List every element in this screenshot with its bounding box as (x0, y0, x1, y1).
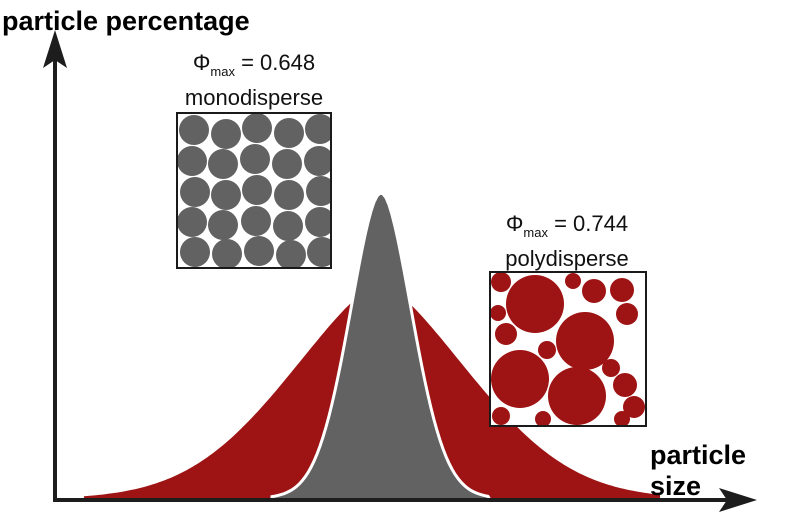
phi-symbol: Φ (192, 50, 211, 75)
poly-particle-circle (602, 359, 620, 377)
poly-particle-circle (492, 407, 510, 425)
mono-particle-circle (304, 146, 330, 176)
poly-particle-circle (614, 411, 630, 425)
mono-particle-circle (272, 149, 302, 179)
polydisperse-annotation: Φmax = 0.744 polydisperse (457, 211, 677, 272)
poly-particle-circle (616, 303, 638, 325)
distribution-curves (84, 191, 660, 502)
poly-particle-circle (491, 350, 549, 408)
mono-particle-circle (211, 119, 241, 149)
mono-particle-circle (273, 211, 303, 241)
poly-particle-circle (538, 341, 556, 359)
phi-value: = 0.648 (234, 50, 316, 75)
mono-particle-circle (212, 239, 242, 267)
monodisperse-label: monodisperse (184, 85, 324, 110)
mono-particle-circle (241, 206, 271, 236)
polydisperse-packing-inset (489, 271, 647, 427)
poly-particle-circle (582, 279, 606, 303)
mono-particle-circle (242, 114, 272, 143)
y-axis-arrowhead (43, 30, 67, 68)
mono-particle-circle (307, 237, 330, 267)
phi-symbol: Φ (505, 211, 524, 236)
mono-particle-circle (274, 118, 304, 148)
polydisperse-phi-line: Φmax = 0.744 (457, 211, 677, 246)
mono-particle-circle (242, 175, 272, 205)
poly-particle-circle (491, 273, 511, 292)
poly-particle-circle (610, 278, 634, 302)
mono-particle-circle (240, 144, 270, 174)
monodisperse-circles (178, 114, 330, 267)
poly-particle-circle (548, 367, 606, 425)
mono-particle-circle (306, 176, 330, 206)
mono-particle-circle (180, 177, 210, 207)
phi-value: = 0.744 (547, 211, 629, 236)
monodisperse-annotation: Φmax = 0.648 monodisperse (144, 50, 364, 111)
phi-subscript: max (523, 225, 548, 240)
poly-particle-circle (535, 411, 551, 425)
y-axis-title: particle percentage (2, 6, 250, 36)
mono-particle-circle (305, 207, 330, 237)
mono-particle-circle (211, 180, 241, 210)
monodisperse-curve (270, 191, 493, 502)
mono-particle-circle (208, 210, 238, 240)
x-axis-title: particle size (650, 440, 747, 501)
poly-particle-circle (565, 273, 581, 289)
x-axis-arrowhead (719, 488, 757, 512)
monodisperse-phi-line: Φmax = 0.648 (144, 50, 364, 85)
mono-particle-circle (276, 240, 306, 267)
polydisperse-circles (491, 273, 645, 425)
mono-particle-circle (305, 114, 330, 144)
plot-axes (43, 30, 757, 512)
poly-particle-circle (623, 396, 645, 418)
mono-particle-circle (179, 115, 209, 145)
mono-particle-circle (178, 207, 207, 237)
mono-particle-circle (208, 149, 238, 179)
poly-particle-circle (491, 305, 506, 321)
poly-particle-circle (556, 312, 614, 370)
mono-particle-circle (274, 180, 304, 210)
mono-particle-circle (178, 146, 207, 176)
monodisperse-packing-inset (176, 112, 332, 269)
poly-particle-circle (613, 373, 637, 397)
mono-particle-circle (180, 237, 210, 267)
phi-subscript: max (210, 64, 235, 79)
mono-particle-circle (244, 236, 274, 266)
poly-particle-circle (506, 275, 564, 333)
polydisperse-label: polydisperse (505, 246, 629, 271)
poly-particle-circle (495, 323, 517, 345)
